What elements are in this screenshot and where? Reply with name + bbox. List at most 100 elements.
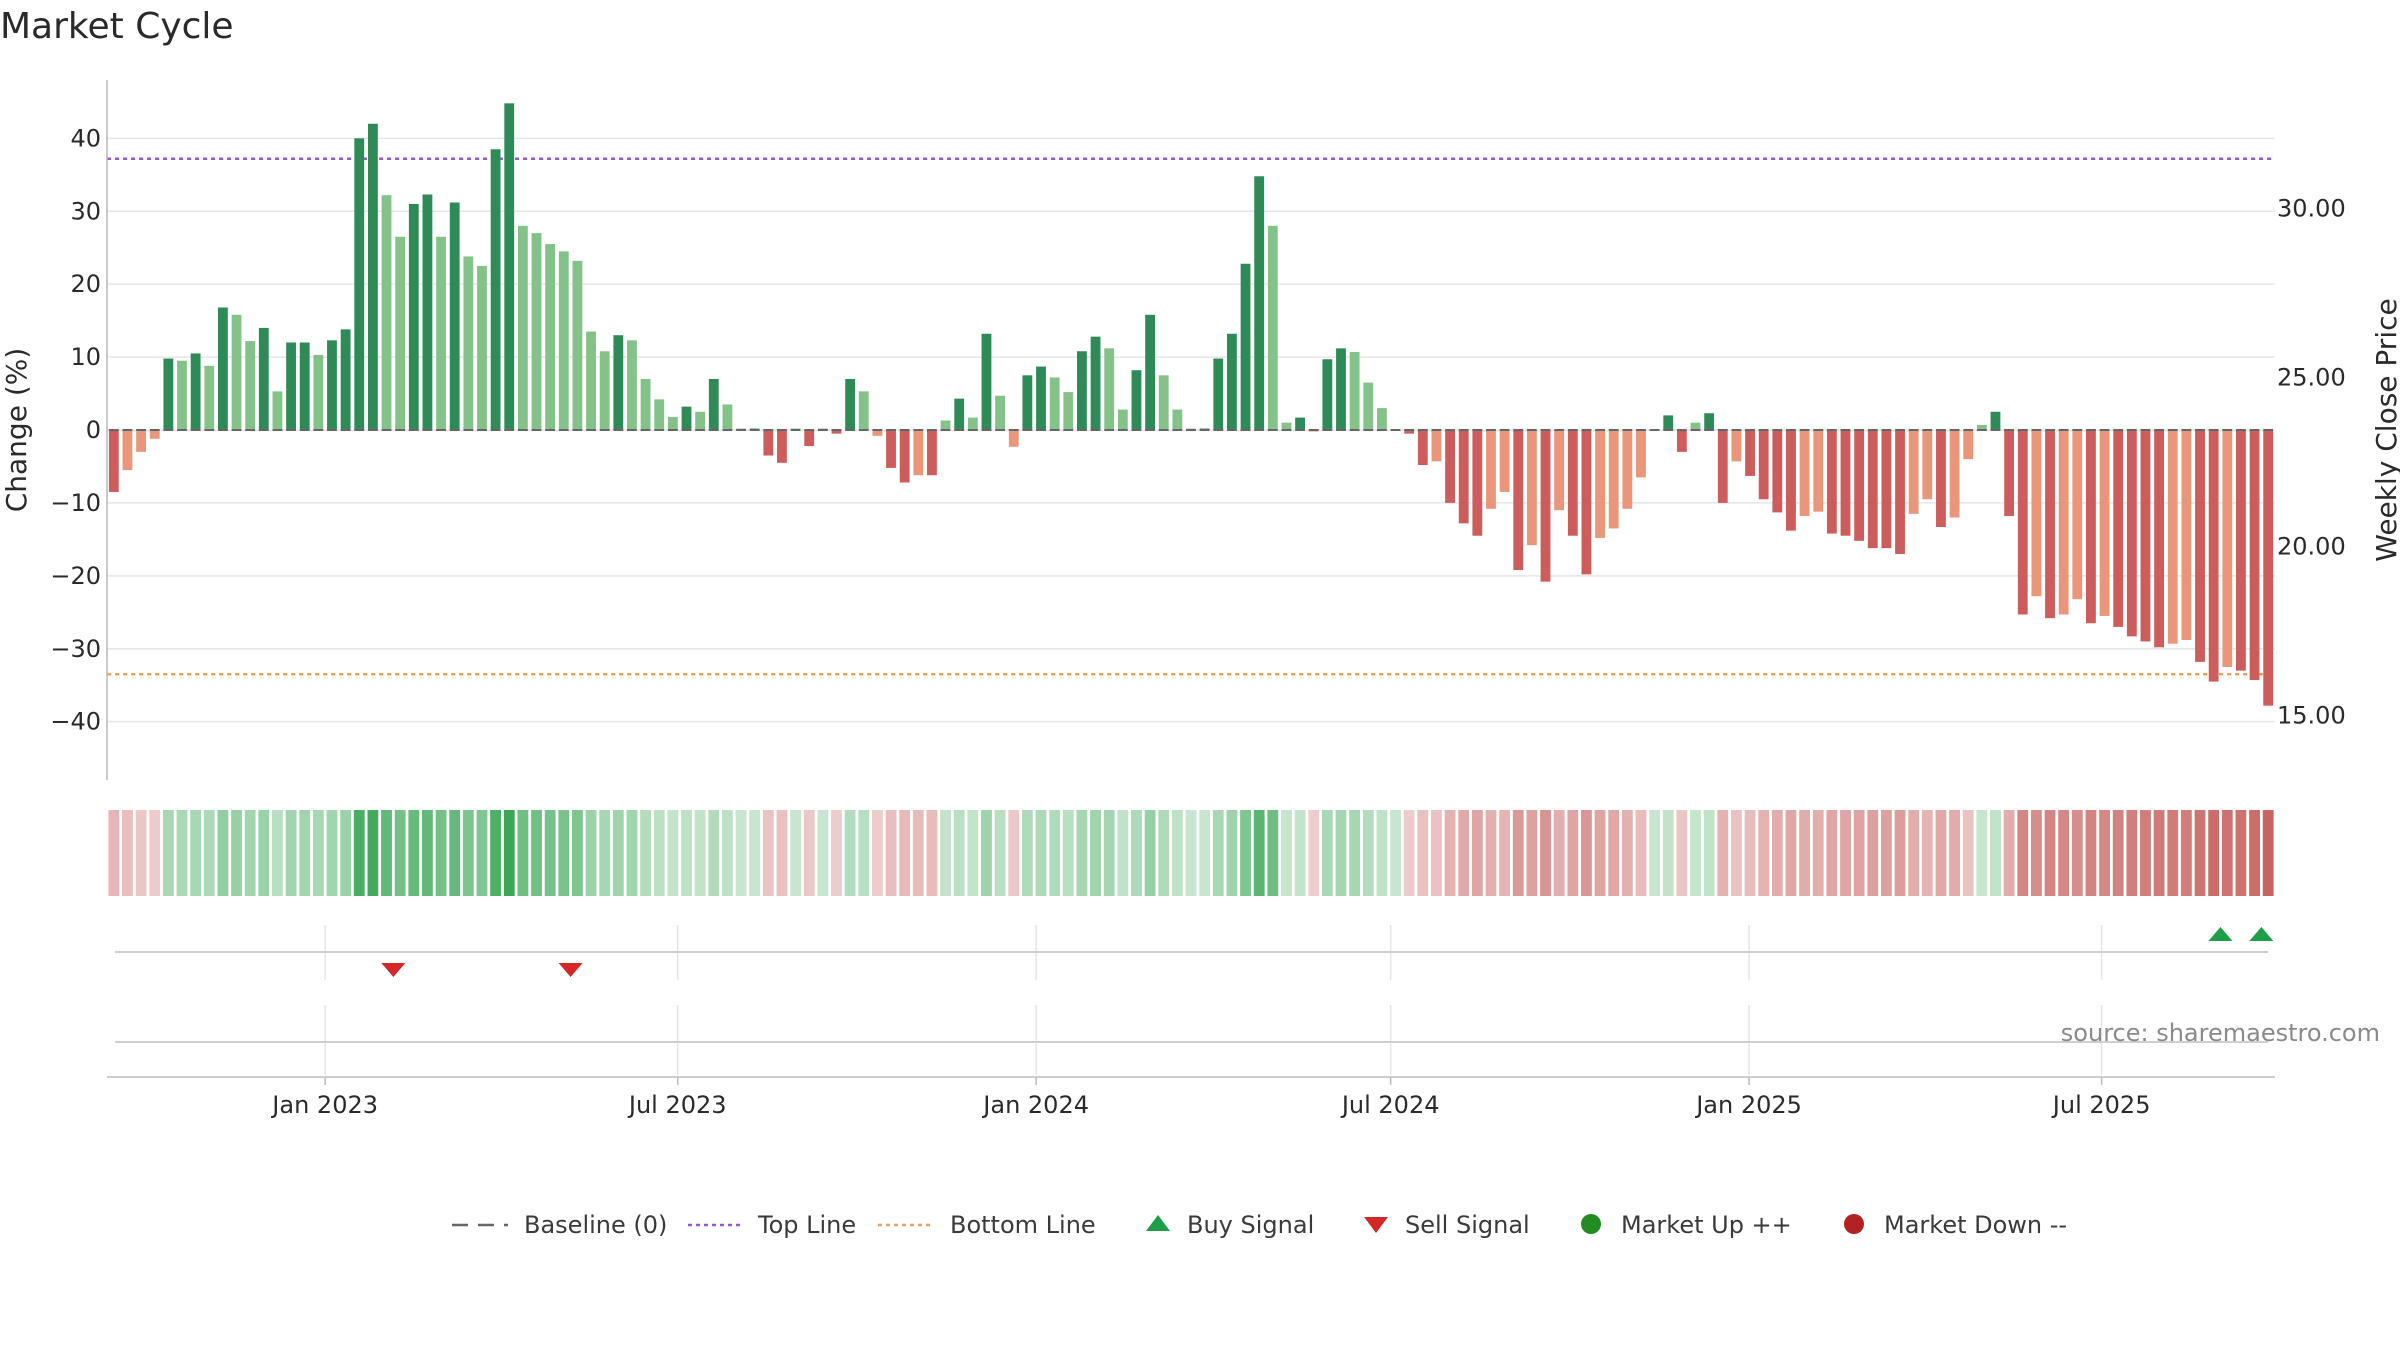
bar [1567,430,1578,536]
bar [531,233,542,430]
heat-cell [1417,810,1429,896]
heat-cell [626,810,638,896]
bar [940,420,951,430]
heat-cell [1212,810,1224,896]
bar [1595,430,1605,538]
bar [804,430,815,447]
bar [2113,430,2124,627]
right-tick-label: 20.00 [2277,533,2346,561]
bar [1226,333,1237,430]
bar [299,342,310,430]
heat-cell [149,810,161,896]
bar [1976,424,1987,430]
bar [1867,430,1878,549]
bar [981,333,992,430]
heat-cell [708,810,720,896]
sell-signal-marker [558,963,583,977]
heat-cell [790,810,801,896]
heat-cell [2180,810,2192,896]
left-tick-label: 40 [70,124,101,152]
bar [1486,430,1496,509]
bar [1172,409,1183,430]
bar [667,416,678,430]
heat-cell [258,810,270,896]
bar [190,353,201,430]
bar [327,340,337,430]
circle-icon [1581,1214,1601,1234]
heat-cell [1321,810,1333,896]
heat-cell [2030,810,2042,896]
heat-cell [803,810,815,896]
bar [1376,408,1387,430]
heat-cell [1035,810,1047,896]
bar [1963,430,1974,460]
legend-item-buy: Buy Signal [1146,1211,1314,1239]
bar [1786,430,1796,531]
bar [1922,430,1933,500]
heat-cell [2140,810,2151,896]
legend-item-top: Top Line [688,1211,856,1239]
bar [1813,430,1824,512]
heat-cell [1335,810,1347,896]
bar [477,265,487,430]
bar [367,123,378,430]
heat-cell [1921,810,1933,896]
heat-cell [1608,810,1620,896]
bar [845,378,856,430]
heat-cell [1008,810,1020,896]
bar [2099,430,2110,616]
left-tick-labels: 40 30 20 10 0 −10 −20 −30 −40 [50,124,101,735]
bar [1990,411,2001,430]
bar [2208,430,2219,682]
bar [517,225,528,430]
bar [1281,422,1292,430]
bar [122,430,133,471]
bar [1445,430,1455,503]
heat-cell [531,810,542,896]
heat-cell [367,810,379,896]
heat-cell [1403,810,1415,896]
heat-cell [299,810,311,896]
bar [149,430,160,439]
bar [463,256,474,430]
heat-cell [1894,810,1906,896]
heat-cell [2194,810,2206,896]
bar [586,331,596,430]
heat-cell [1117,810,1129,896]
bar [695,411,706,430]
bar [1554,430,1565,511]
heat-cell [1281,810,1292,896]
bar [163,358,174,430]
heat-cell [1308,810,1320,896]
heat-cell [2071,810,2083,896]
heat-cell [599,810,611,896]
heat-cell [1867,810,1879,896]
heat-cell [1594,810,1606,896]
bar [2263,430,2274,706]
heat-cell [1131,810,1142,896]
bar [681,406,692,430]
heat-cell [1826,810,1838,896]
heat-cell [721,810,733,896]
heat-cell [1294,810,1306,896]
bar [927,430,937,476]
heat-cell [285,810,297,896]
bar [1077,351,1087,430]
heat-cell [162,810,174,896]
bar [1472,430,1483,536]
heat-cell [2153,810,2165,896]
bar [272,391,283,430]
heat-cell [503,810,515,896]
bar [136,430,146,452]
heat-cell [1649,810,1661,896]
bar [2058,430,2069,615]
sell-signal-marker [381,963,406,977]
bar [1145,314,1156,430]
left-tick-label: −20 [50,562,101,590]
bar [599,351,610,430]
bar [1676,430,1687,452]
heat-cell [381,810,392,896]
bar [217,307,228,430]
bar [1158,375,1169,430]
